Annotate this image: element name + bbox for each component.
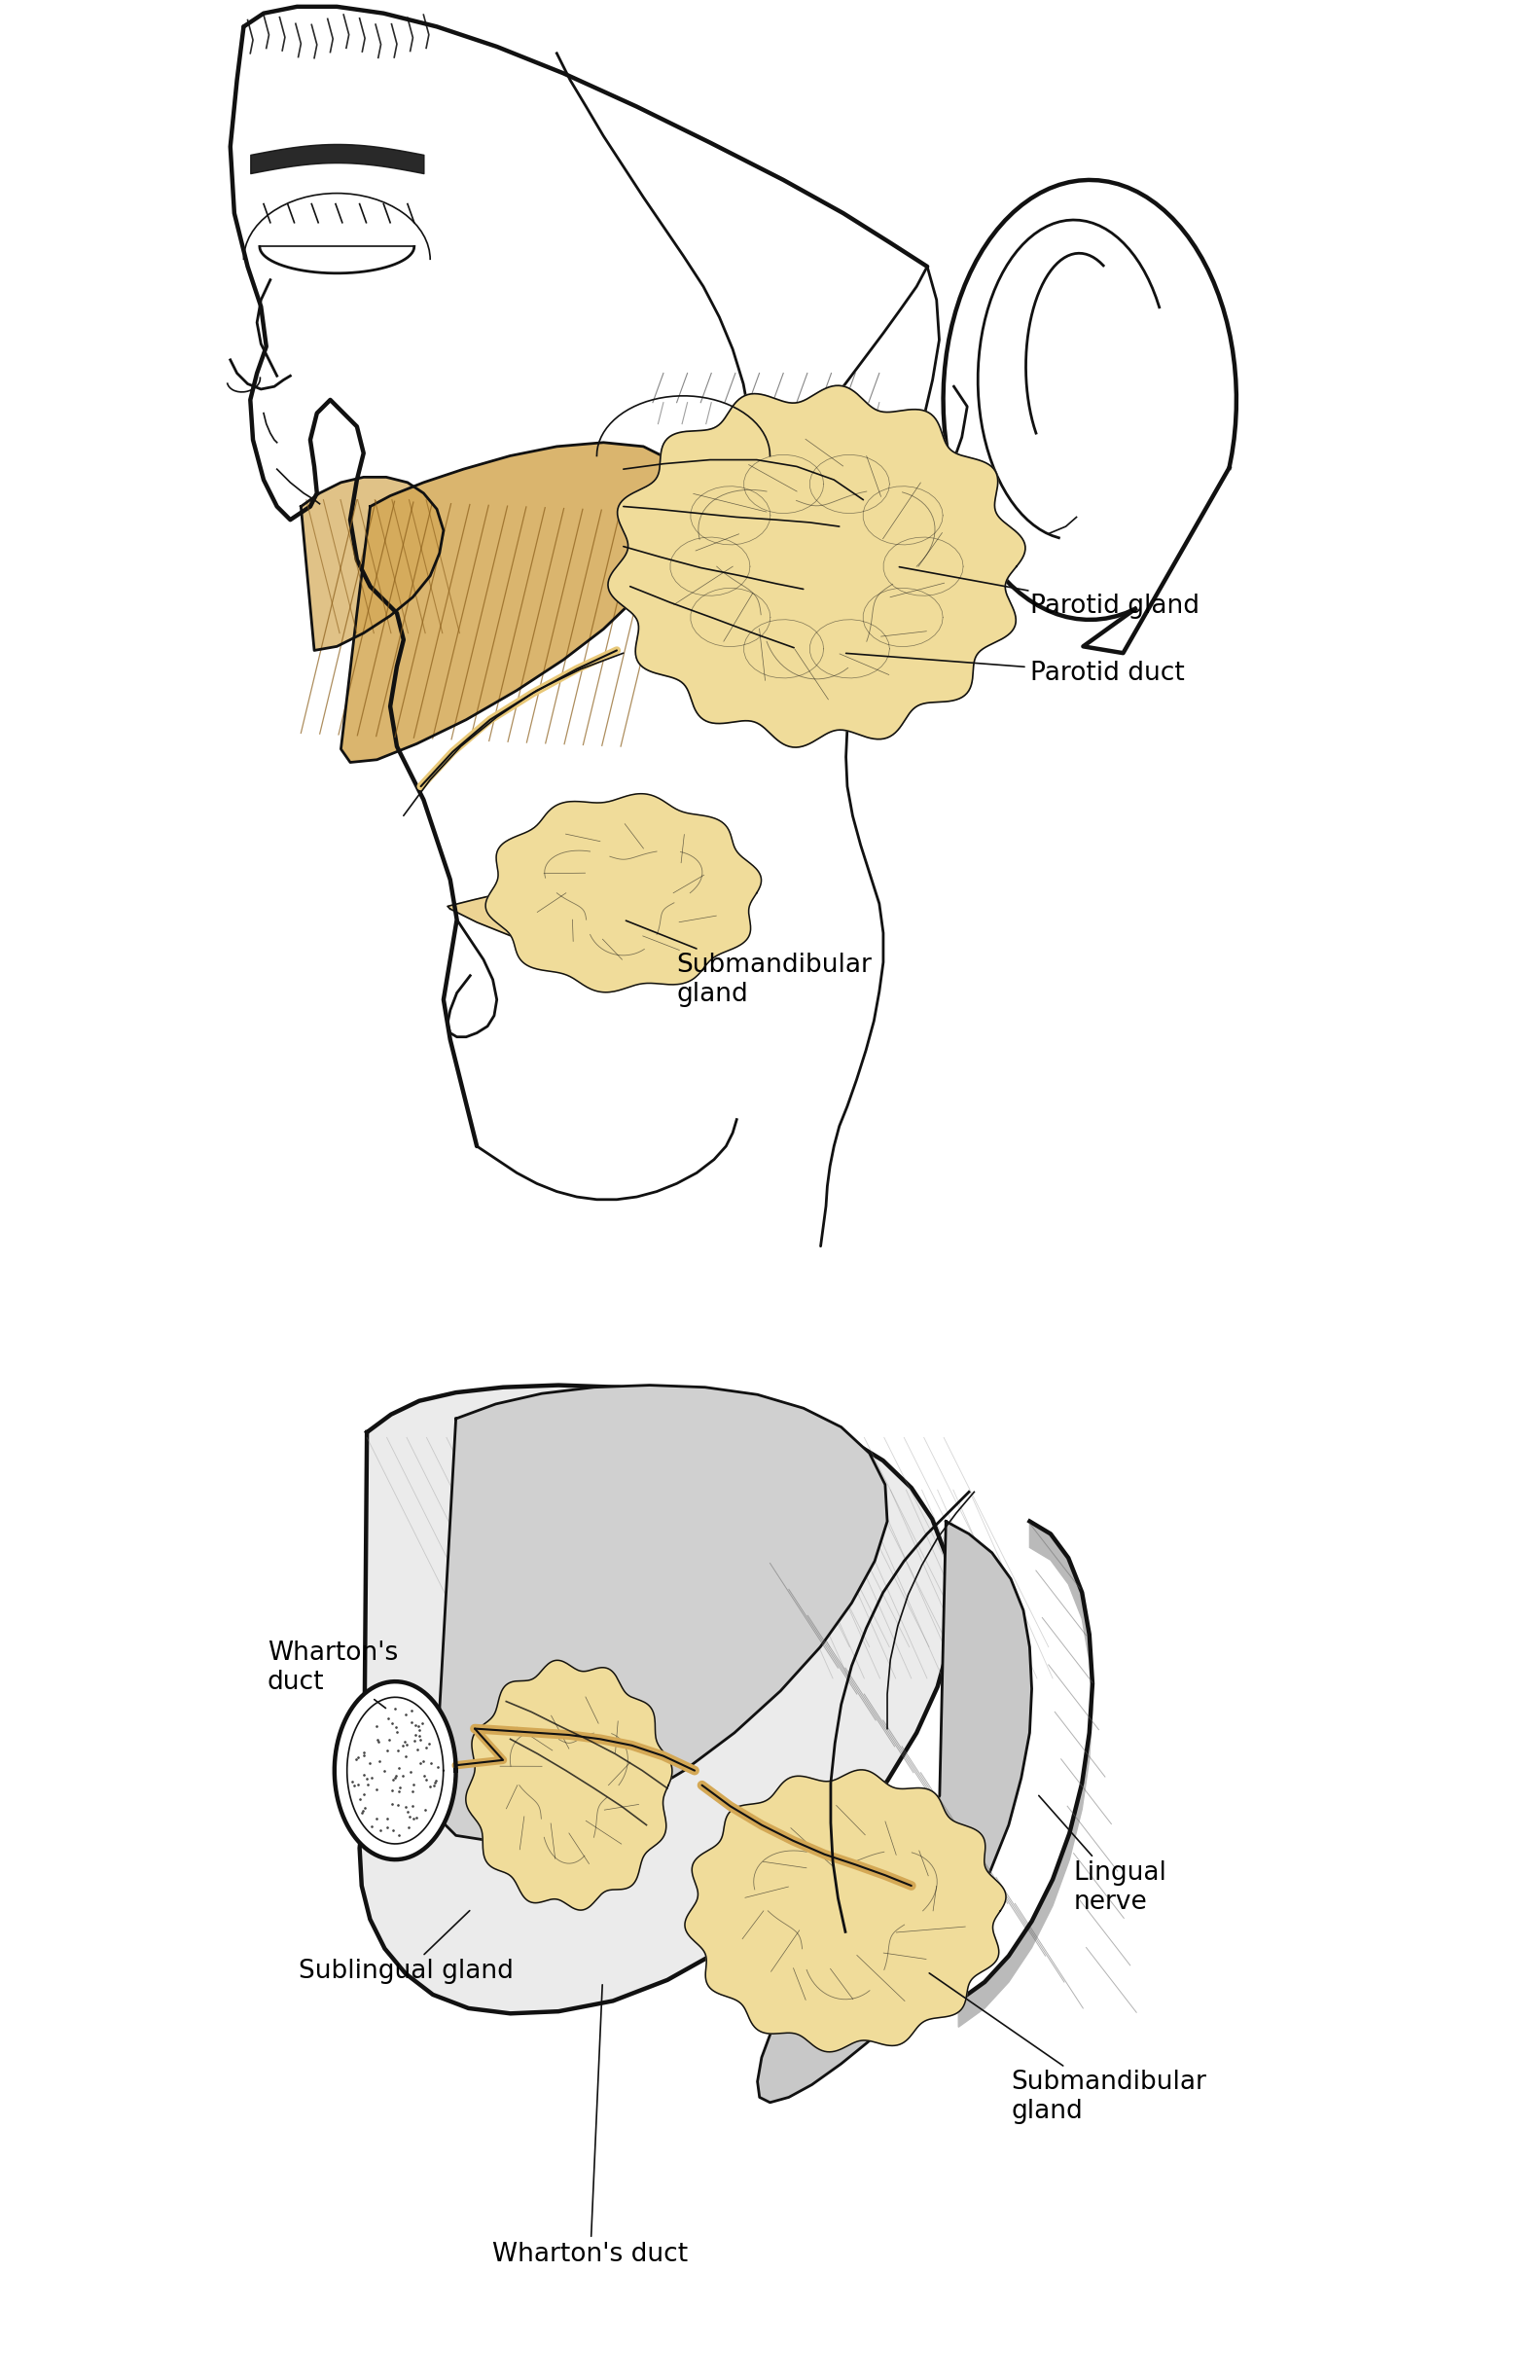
Text: Submandibular
gland: Submandibular gland: [929, 1973, 1206, 2125]
Polygon shape: [430, 1385, 887, 1840]
Polygon shape: [465, 1661, 671, 1911]
Polygon shape: [758, 1521, 1032, 2102]
Polygon shape: [608, 386, 1026, 747]
Polygon shape: [448, 885, 650, 942]
Polygon shape: [485, 793, 761, 992]
Polygon shape: [340, 443, 687, 762]
Polygon shape: [685, 1771, 1006, 2052]
Polygon shape: [334, 1683, 456, 1859]
Text: Wharton's duct: Wharton's duct: [493, 1985, 688, 2268]
Text: Submandibular
gland: Submandibular gland: [625, 921, 872, 1007]
Polygon shape: [958, 1521, 1092, 2028]
Text: Lingual
nerve: Lingual nerve: [1040, 1795, 1167, 1916]
Text: Parotid duct: Parotid duct: [845, 652, 1184, 685]
Polygon shape: [300, 476, 444, 650]
Text: Parotid gland: Parotid gland: [899, 566, 1200, 619]
Polygon shape: [359, 1385, 953, 2013]
Text: Sublingual gland: Sublingual gland: [299, 1911, 514, 1985]
Text: Wharton's
duct: Wharton's duct: [268, 1640, 397, 1709]
